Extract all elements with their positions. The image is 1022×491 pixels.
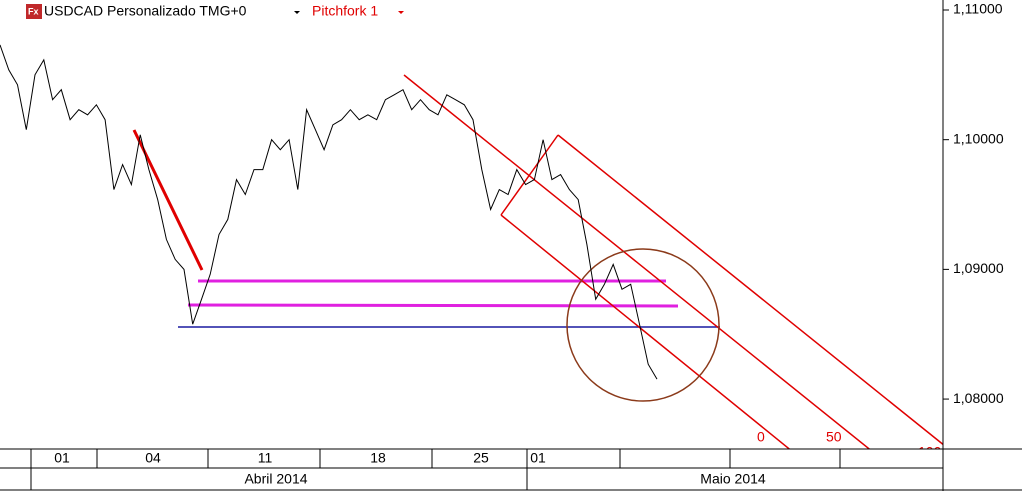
- y-tick-label: 1,09000: [953, 260, 1004, 276]
- x-tick-label: 01: [54, 450, 70, 466]
- pitchfork-level: 0: [757, 429, 765, 445]
- dropdown-arrow[interactable]: [398, 11, 404, 14]
- pitchfork-line: [500, 214, 791, 449]
- pitchfork-level: 100: [918, 444, 942, 460]
- x-tick-label: 01: [530, 450, 546, 466]
- chart-title[interactable]: USDCAD Personalizado TMG+0: [44, 3, 247, 19]
- x-tick-label: 11: [258, 450, 273, 466]
- fx-icon-text: Fx: [28, 6, 39, 16]
- x-tick-label: 18: [370, 450, 386, 466]
- pitchfork-level: 50: [826, 429, 842, 445]
- drawing-name[interactable]: Pitchfork 1: [312, 3, 378, 19]
- pitchfork-line: [403, 74, 871, 449]
- plot-area: 0 50 100: [0, 44, 943, 460]
- x-tick-label: 25: [473, 450, 489, 466]
- dropdown-arrow[interactable]: [294, 11, 300, 14]
- y-tick-label: 1,10000: [953, 130, 1004, 146]
- month-label: Maio 2014: [700, 471, 766, 487]
- highlight-circle: [566, 248, 720, 402]
- price-line: [0, 44, 658, 380]
- fx-icon: [26, 4, 42, 19]
- x-tick-label: 04: [145, 450, 161, 466]
- y-tick-label: 1,08000: [953, 390, 1004, 406]
- month-label: Abril 2014: [244, 471, 307, 487]
- level-line: [187, 303, 679, 308]
- pitchfork-line: [557, 134, 943, 446]
- y-tick-label: 1,11000: [953, 1, 1003, 17]
